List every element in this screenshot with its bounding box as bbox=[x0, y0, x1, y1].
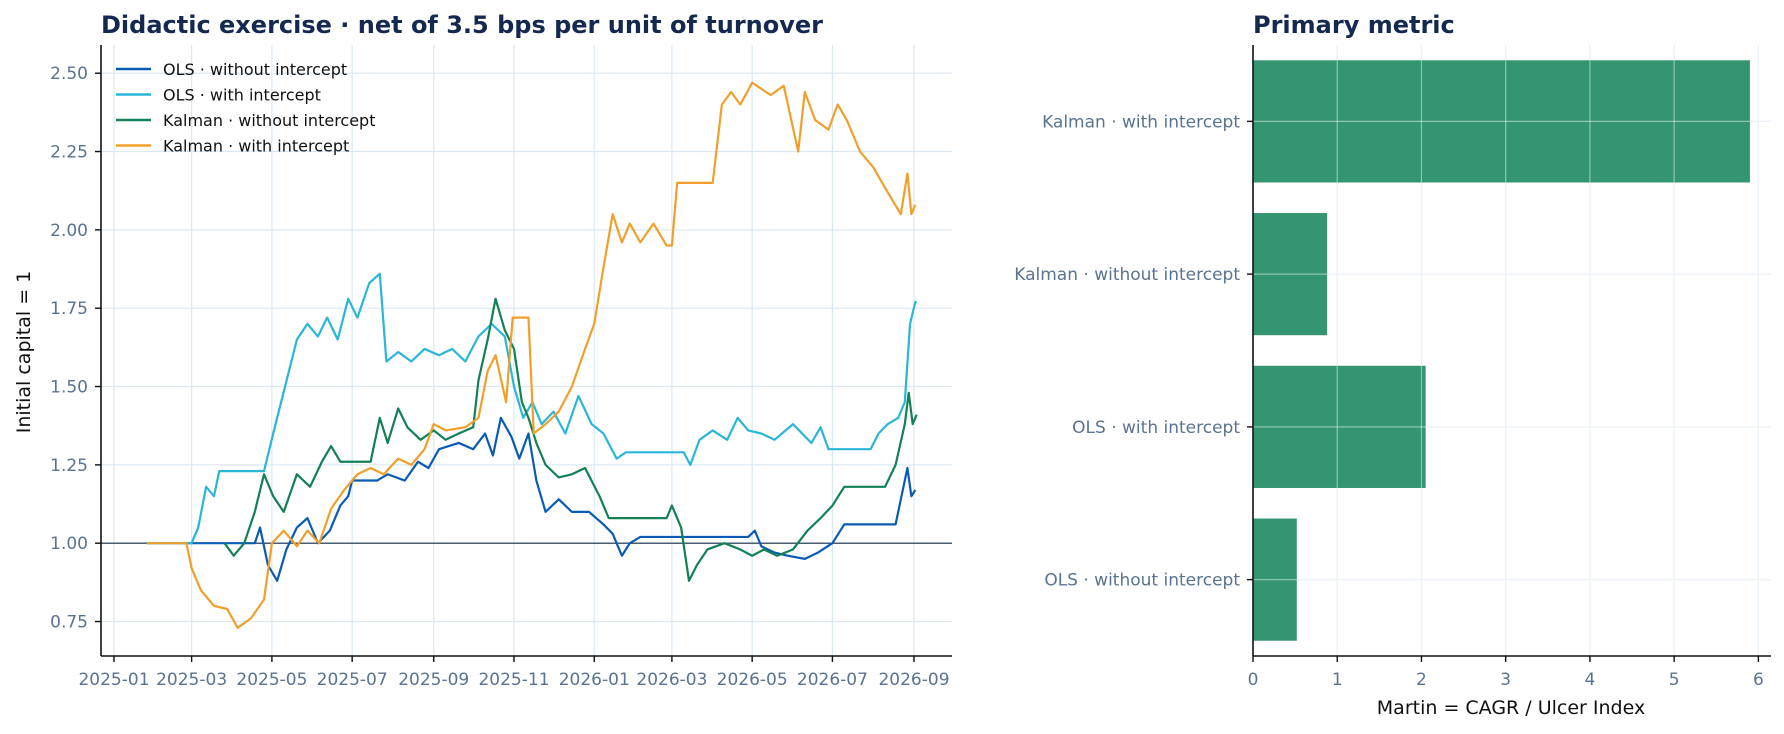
y-tick-label: 2.50 bbox=[50, 64, 88, 84]
category-label-2: OLS · with intercept bbox=[1072, 418, 1240, 438]
y-tick-label: 1.00 bbox=[50, 534, 88, 554]
x-tick-label: 3 bbox=[1500, 670, 1511, 690]
bar-1 bbox=[1253, 213, 1328, 336]
y-tick-label: 2.00 bbox=[50, 221, 88, 241]
x-tick-label: 2025-03 bbox=[156, 670, 227, 690]
x-tick-label: 4 bbox=[1584, 670, 1595, 690]
y-tick-label: 1.50 bbox=[50, 378, 88, 398]
y-tick-label: 0.75 bbox=[50, 613, 88, 633]
category-label-0: Kalman · with intercept bbox=[1042, 112, 1240, 132]
bar-3 bbox=[1253, 518, 1297, 641]
bar-chart-x-axis-label: Martin = CAGR / Ulcer Index bbox=[1377, 697, 1645, 719]
bar-2 bbox=[1253, 365, 1426, 488]
x-tick-label: 2025-09 bbox=[398, 670, 469, 690]
line-chart-y-axis-label: Initial capital = 1 bbox=[13, 271, 35, 434]
bar-chart-axes bbox=[1252, 45, 1771, 657]
bar-chart-panel: Primary metric Kalman · with interceptKa… bbox=[1014, 11, 1771, 719]
x-tick-label: 2026-09 bbox=[878, 670, 949, 690]
series-line-1 bbox=[146, 272, 917, 545]
x-tick-label: 2025-05 bbox=[236, 670, 307, 690]
y-tick-label: 1.25 bbox=[50, 456, 88, 476]
legend-label-2: Kalman · without intercept bbox=[163, 111, 375, 130]
line-chart-axes bbox=[100, 45, 952, 657]
series-line-2 bbox=[223, 297, 918, 582]
x-tick-label: 2025-11 bbox=[478, 670, 549, 690]
bar-0 bbox=[1253, 60, 1750, 183]
line-chart-series-group bbox=[146, 81, 918, 629]
x-tick-label: 2026-01 bbox=[559, 670, 630, 690]
x-tick-label: 6 bbox=[1753, 670, 1764, 690]
line-chart-y-ticks: 0.75 1.00 1.25 1.50 1.75 2.00 2.25 2.50 bbox=[50, 64, 101, 633]
category-label-1: Kalman · without intercept bbox=[1014, 265, 1240, 285]
line-chart-panel: Didactic exercise · net of 3.5 bps per u… bbox=[13, 11, 952, 690]
bar-chart-title: Primary metric bbox=[1253, 11, 1455, 39]
series-line-0 bbox=[146, 416, 917, 582]
x-tick-label: 2025-01 bbox=[78, 670, 149, 690]
line-chart-x-ticks: 2025-01 2025-03 2025-05 2025-07 2025-09 2025-… bbox=[78, 656, 950, 690]
category-label-3: OLS · without intercept bbox=[1044, 571, 1240, 591]
x-tick-label: 2 bbox=[1416, 670, 1427, 690]
bar-chart-category-labels: Kalman · with intercept Kalman · without … bbox=[1014, 112, 1253, 591]
x-tick-label: 2025-07 bbox=[317, 670, 388, 690]
x-tick-label: 2026-07 bbox=[797, 670, 868, 690]
legend-label-3: Kalman · with intercept bbox=[163, 137, 349, 156]
series-line-3 bbox=[146, 81, 917, 629]
y-tick-label: 2.25 bbox=[50, 143, 88, 163]
line-chart-title: Didactic exercise · net of 3.5 bps per u… bbox=[101, 11, 823, 39]
legend-label-0: OLS · without intercept bbox=[163, 60, 347, 79]
x-tick-label: 2026-05 bbox=[717, 670, 788, 690]
legend-label-1: OLS · with intercept bbox=[163, 86, 321, 105]
x-tick-label: 2026-03 bbox=[636, 670, 707, 690]
x-tick-label: 1 bbox=[1332, 670, 1343, 690]
x-tick-label: 0 bbox=[1248, 670, 1259, 690]
bar-chart-x-ticks: 0 1 2 3 4 5 6 bbox=[1248, 656, 1764, 690]
bar-chart-bars bbox=[1253, 60, 1750, 641]
line-chart-legend: OLS · without intercept OLS · with interc… bbox=[116, 60, 375, 156]
y-tick-label: 1.75 bbox=[50, 299, 88, 319]
x-tick-label: 5 bbox=[1669, 670, 1680, 690]
